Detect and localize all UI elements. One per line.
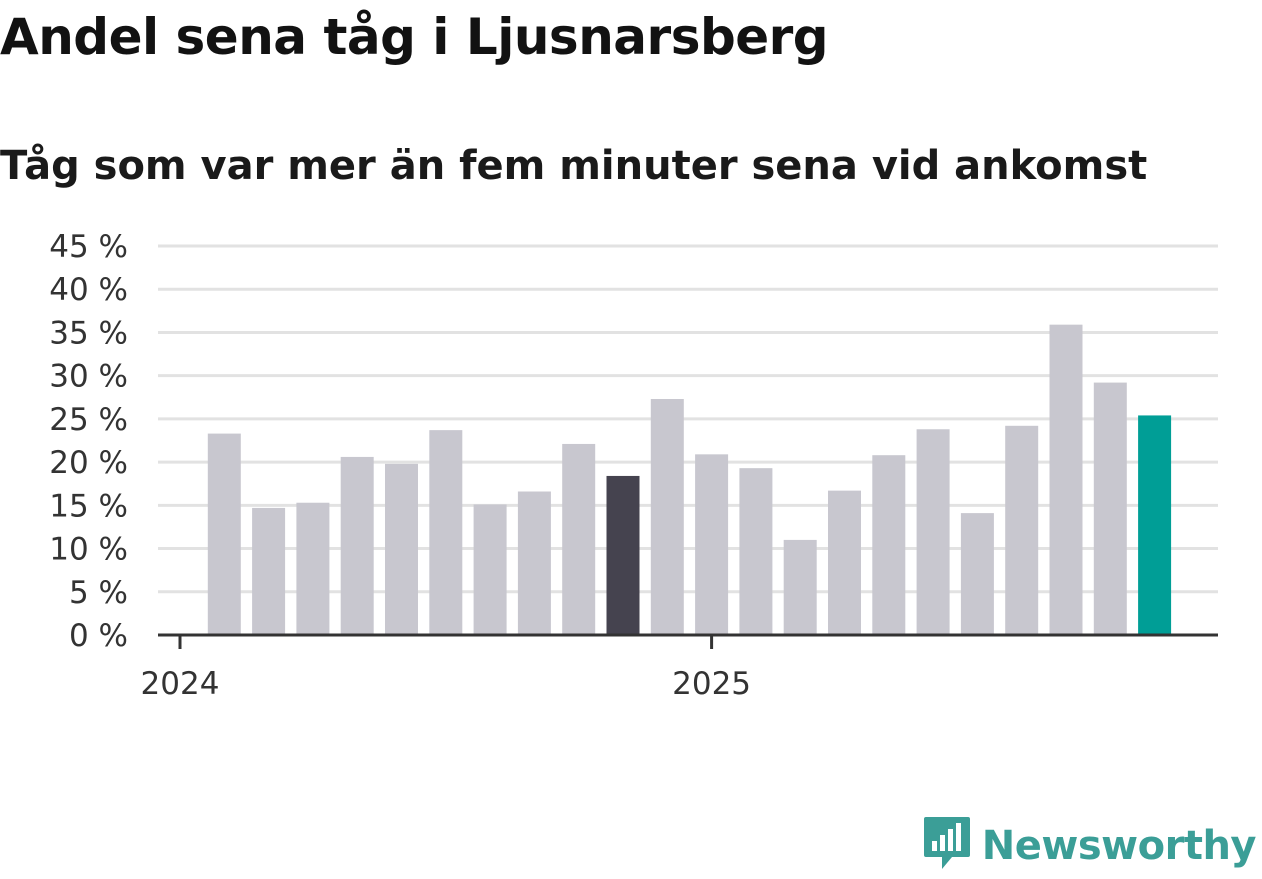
bar-2025-07 xyxy=(960,513,994,635)
bar-2024-05 xyxy=(340,456,374,635)
y-tick-label: 20 % xyxy=(49,445,128,481)
bar-2025-03 xyxy=(783,539,817,635)
bar-2024-09 xyxy=(517,491,551,635)
chart-subtitle: Tåg som var mer än fem minuter sena vid … xyxy=(0,143,1148,189)
y-tick-label: 15 % xyxy=(49,488,128,524)
y-tick-label: 40 % xyxy=(49,272,128,308)
y-tick-label: 35 % xyxy=(49,315,128,351)
gridlines xyxy=(158,244,1218,594)
bar-2024-10 xyxy=(562,443,596,635)
y-tick-label: 30 % xyxy=(49,359,128,395)
newsworthy-logo-icon xyxy=(922,815,972,877)
bar-2025-02 xyxy=(739,468,773,635)
brand-name: Newsworthy xyxy=(981,823,1257,869)
bar-2025-09 xyxy=(1049,324,1083,635)
bar-2025-08 xyxy=(1005,425,1039,635)
bar-2025-11 xyxy=(1138,415,1172,635)
bar-2024-07 xyxy=(429,430,463,635)
bar-2025-01 xyxy=(695,454,729,635)
bar-2024-12 xyxy=(650,399,684,635)
chart-title: Andel sena tåg i Ljusnarsberg xyxy=(0,8,829,66)
bar-2024-11 xyxy=(606,475,640,635)
y-axis: 0 % 5 % 10 % 15 % 20 % 25 % 30 % 35 % 40 % 45 % xyxy=(49,229,128,654)
y-tick-label: 25 % xyxy=(49,402,128,438)
bar-2025-06 xyxy=(916,429,950,635)
bar-2025-05 xyxy=(872,455,906,635)
y-tick-label: 45 % xyxy=(49,229,128,265)
x-axis: 2024 2025 xyxy=(141,633,1218,702)
bar-2024-02 xyxy=(207,433,241,635)
brand-logo: Newsworthy xyxy=(922,815,1257,877)
bar-2024-03 xyxy=(252,507,286,635)
bars xyxy=(207,324,1172,635)
bar-2024-04 xyxy=(296,502,330,635)
x-tick-label: 2025 xyxy=(672,666,751,702)
y-tick-label: 10 % xyxy=(49,532,128,568)
bar-2025-10 xyxy=(1093,382,1127,635)
x-tick-label: 2024 xyxy=(141,666,220,702)
bar-2025-04 xyxy=(828,490,861,635)
bar-2024-08 xyxy=(473,504,507,635)
bar-2024-06 xyxy=(385,463,418,635)
y-tick-label: 5 % xyxy=(69,575,128,611)
y-tick-label: 0 % xyxy=(69,618,128,654)
